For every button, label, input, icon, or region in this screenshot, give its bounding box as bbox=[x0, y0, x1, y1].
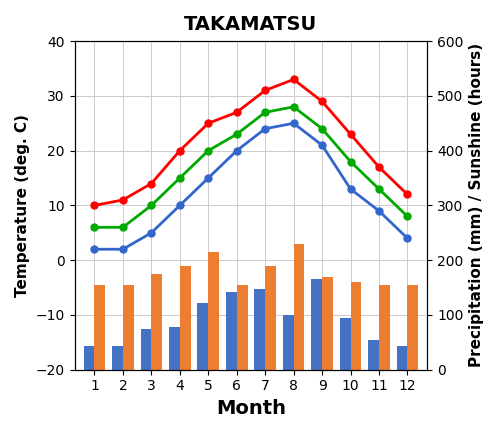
Bar bbox=[368, 339, 379, 370]
Bar bbox=[123, 285, 134, 370]
Y-axis label: Temperature (deg. C): Temperature (deg. C) bbox=[15, 114, 30, 297]
Bar bbox=[265, 266, 276, 370]
Bar bbox=[94, 285, 105, 370]
Bar bbox=[397, 346, 407, 370]
Bar bbox=[407, 285, 418, 370]
Bar bbox=[141, 329, 151, 370]
Bar bbox=[208, 252, 219, 370]
Title: TAKAMATSU: TAKAMATSU bbox=[184, 15, 317, 34]
Bar bbox=[254, 289, 265, 370]
Bar bbox=[180, 266, 191, 370]
Bar bbox=[311, 279, 322, 370]
Y-axis label: Precipitation (mm) / Sunshine (hours): Precipitation (mm) / Sunshine (hours) bbox=[469, 43, 484, 368]
Bar bbox=[283, 315, 293, 370]
Bar bbox=[169, 327, 180, 370]
Bar bbox=[151, 274, 162, 370]
Bar bbox=[198, 303, 208, 370]
Bar bbox=[237, 285, 248, 370]
Bar bbox=[84, 346, 94, 370]
Bar bbox=[226, 292, 237, 370]
Bar bbox=[350, 282, 361, 370]
Bar bbox=[322, 277, 333, 370]
Bar bbox=[293, 244, 304, 370]
Bar bbox=[379, 285, 390, 370]
Bar bbox=[112, 346, 123, 370]
X-axis label: Month: Month bbox=[216, 399, 286, 418]
Bar bbox=[340, 318, 350, 370]
